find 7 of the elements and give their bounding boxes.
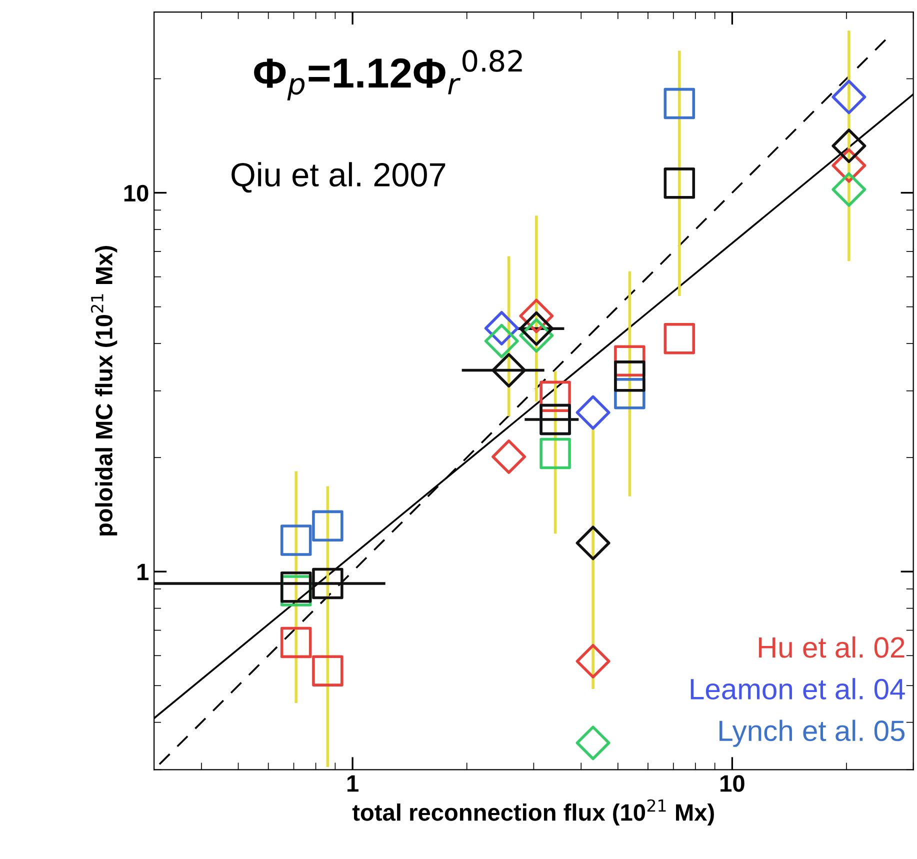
text: Hu et al. 02 (758, 636, 904, 658)
y-axis-title: poloidal MC flux (10$^{21}$ Mx) (90, 246, 118, 536)
annotation: Φ$_{p}$=1.12Φ$_{r}$$^{0.82}$ (254, 50, 522, 100)
annotation: Qiu et al. 2007 (232, 162, 446, 193)
x-axis-title: total reconnection flux (10$^{21}$ Mx) (352, 799, 714, 826)
text: Leamon et al. 04 (690, 678, 905, 700)
text: Lynch et al. 05 (720, 720, 905, 747)
